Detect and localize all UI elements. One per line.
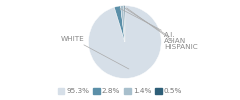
Text: ASIAN: ASIAN [125,8,186,44]
Text: HISPANIC: HISPANIC [126,8,198,50]
Text: WHITE: WHITE [61,36,129,69]
Text: A.I.: A.I. [120,8,176,38]
Wedge shape [120,6,125,42]
Wedge shape [89,6,161,78]
Wedge shape [114,6,125,42]
Wedge shape [124,6,125,42]
Legend: 95.3%, 2.8%, 1.4%, 0.5%: 95.3%, 2.8%, 1.4%, 0.5% [58,88,182,94]
